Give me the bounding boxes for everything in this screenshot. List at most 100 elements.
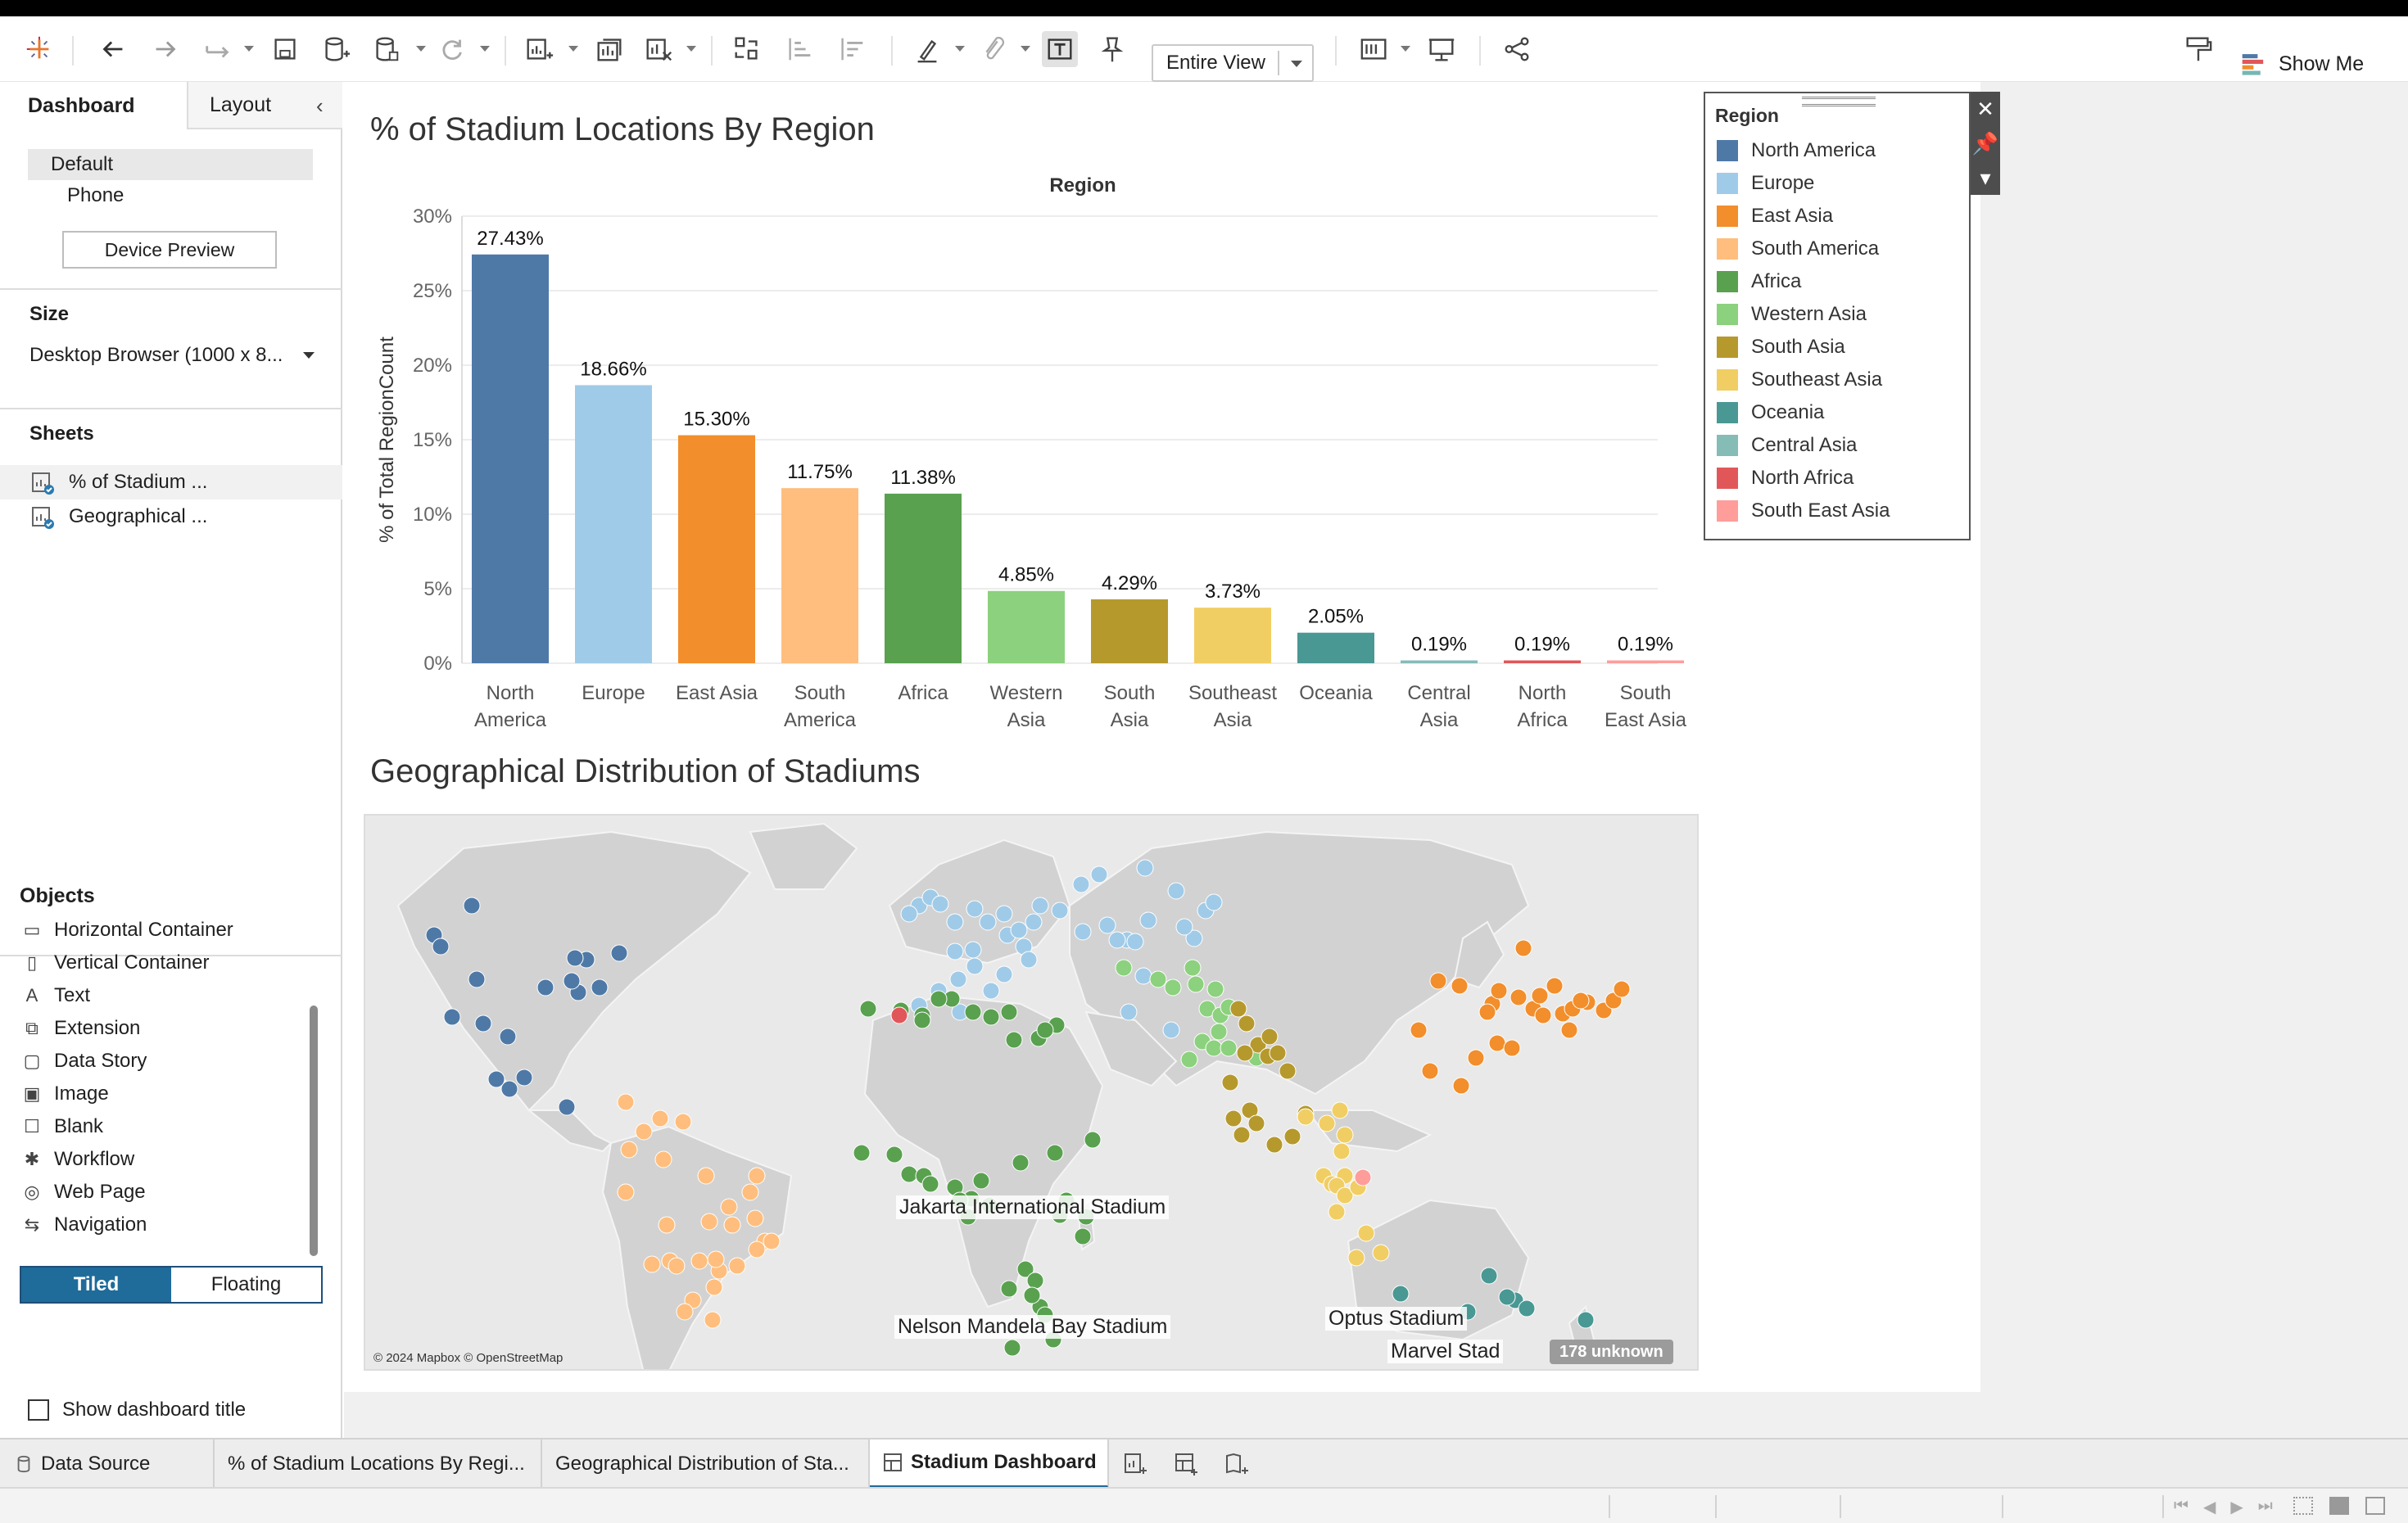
stadium-marker[interactable] bbox=[1180, 1051, 1198, 1069]
device-phone[interactable]: Phone bbox=[67, 184, 124, 206]
legend-item[interactable]: South America bbox=[1717, 233, 1890, 265]
stadium-marker[interactable] bbox=[1354, 1168, 1372, 1186]
stadium-marker[interactable] bbox=[1016, 1260, 1034, 1278]
stadium-marker[interactable] bbox=[1036, 1021, 1054, 1039]
stadium-marker[interactable] bbox=[1336, 1186, 1354, 1204]
stadium-marker[interactable] bbox=[1451, 977, 1469, 995]
stadium-marker[interactable] bbox=[1318, 1114, 1336, 1132]
chevron-left-icon[interactable]: ‹ bbox=[316, 93, 324, 118]
tabs-view-icon[interactable] bbox=[2365, 1497, 2385, 1515]
stadium-marker[interactable] bbox=[1503, 1039, 1521, 1057]
tiled-button[interactable]: Tiled bbox=[21, 1268, 171, 1302]
object-item[interactable]: ◎ Web Page bbox=[21, 1176, 316, 1209]
stadium-marker[interactable] bbox=[853, 1144, 871, 1162]
stadium-marker[interactable] bbox=[946, 913, 964, 931]
stadium-marker[interactable] bbox=[1003, 1339, 1021, 1357]
stadium-marker[interactable] bbox=[643, 1255, 661, 1273]
stadium-marker[interactable] bbox=[1531, 987, 1549, 1005]
next-sheet-icon[interactable]: ▶ bbox=[2230, 1498, 2243, 1516]
stadium-marker[interactable] bbox=[885, 1146, 903, 1164]
stadium-marker[interactable] bbox=[443, 1008, 461, 1026]
stadium-marker[interactable] bbox=[610, 944, 628, 962]
stadium-marker[interactable] bbox=[1510, 988, 1528, 1006]
save-icon[interactable] bbox=[267, 31, 303, 67]
tableau-logo-icon[interactable] bbox=[21, 31, 57, 67]
stadium-marker[interactable] bbox=[859, 1000, 877, 1018]
stadium-marker[interactable] bbox=[1205, 893, 1223, 911]
show-mark-labels-icon[interactable] bbox=[1042, 31, 1078, 67]
tab-geographical[interactable]: Geographical Distribution of Sta... bbox=[542, 1439, 870, 1489]
stadium-marker[interactable] bbox=[890, 1006, 908, 1024]
legend-drag-handle[interactable] bbox=[1802, 97, 1876, 106]
stadium-marker[interactable] bbox=[1000, 1280, 1018, 1298]
stadium-marker[interactable] bbox=[746, 1209, 764, 1227]
stadium-marker[interactable] bbox=[1185, 929, 1203, 947]
stadium-marker[interactable] bbox=[1421, 1062, 1439, 1080]
world-map[interactable]: Jakarta International Stadium Nelson Man… bbox=[364, 814, 1699, 1371]
stadium-marker[interactable] bbox=[705, 1278, 723, 1296]
region-legend[interactable]: Region North America Europe East Asia South… bbox=[1704, 92, 1971, 540]
sort-descending-icon[interactable] bbox=[834, 31, 870, 67]
unknown-locations-badge[interactable]: 178 unknown bbox=[1550, 1340, 1673, 1364]
stadium-marker[interactable] bbox=[704, 1311, 722, 1329]
stadium-marker[interactable] bbox=[620, 1141, 638, 1159]
new-worksheet-icon[interactable] bbox=[521, 31, 557, 67]
stadium-marker[interactable] bbox=[558, 1098, 576, 1116]
close-icon[interactable]: ✕ bbox=[1976, 96, 1994, 121]
stadium-marker[interactable] bbox=[728, 1257, 746, 1275]
stadium-marker[interactable] bbox=[563, 972, 581, 990]
tab-layout[interactable]: Layout bbox=[187, 82, 342, 129]
stadium-marker[interactable] bbox=[1136, 859, 1154, 877]
highlight-icon[interactable] bbox=[909, 31, 945, 67]
stadium-marker[interactable] bbox=[1149, 970, 1167, 988]
tab-data-source[interactable]: Data Source bbox=[0, 1439, 215, 1489]
stadium-marker[interactable] bbox=[536, 978, 554, 997]
stadium-marker[interactable] bbox=[463, 897, 481, 915]
stadium-marker[interactable] bbox=[1210, 1023, 1228, 1041]
stadium-marker[interactable] bbox=[1012, 1154, 1030, 1172]
new-dashboard-icon[interactable] bbox=[1173, 1451, 1199, 1477]
stadium-marker[interactable] bbox=[900, 905, 918, 923]
stadium-marker[interactable] bbox=[1074, 923, 1092, 941]
stadium-marker[interactable] bbox=[1490, 982, 1508, 1000]
stadium-marker[interactable] bbox=[1126, 933, 1144, 951]
stadium-marker[interactable] bbox=[468, 970, 486, 988]
stadium-marker[interactable] bbox=[931, 895, 949, 913]
forward-arrow-icon[interactable] bbox=[147, 31, 183, 67]
stadium-marker[interactable] bbox=[1297, 1108, 1315, 1126]
object-item[interactable]: ▢ Data Story bbox=[21, 1045, 316, 1078]
object-item[interactable]: ⧉ Extension bbox=[21, 1012, 316, 1045]
tab-percent-stadium[interactable]: % of Stadium Locations By Regi... bbox=[215, 1439, 542, 1489]
stadium-marker[interactable] bbox=[1072, 875, 1090, 893]
stadium-marker[interactable] bbox=[964, 1003, 982, 1021]
legend-item[interactable]: Oceania bbox=[1717, 396, 1890, 429]
objects-scrollbar[interactable] bbox=[310, 1006, 318, 1256]
stadium-marker[interactable] bbox=[949, 970, 967, 988]
stadium-marker[interactable] bbox=[697, 1167, 715, 1185]
stadium-marker[interactable] bbox=[913, 1011, 931, 1029]
stadium-marker[interactable] bbox=[995, 965, 1013, 983]
stadium-marker[interactable] bbox=[1560, 1021, 1578, 1039]
first-sheet-icon[interactable]: ⏮ bbox=[2174, 1497, 2188, 1515]
stadium-marker[interactable] bbox=[1269, 1044, 1287, 1062]
swap-rows-columns-icon[interactable] bbox=[729, 31, 765, 67]
stadium-marker[interactable] bbox=[979, 913, 997, 931]
legend-item[interactable]: Central Asia bbox=[1717, 429, 1890, 462]
stadium-marker[interactable] bbox=[1206, 980, 1224, 998]
chevron-down-icon[interactable]: ▾ bbox=[1980, 165, 1991, 190]
stadium-marker[interactable] bbox=[1221, 1073, 1239, 1091]
pin-icon[interactable]: 📌 bbox=[1971, 130, 1999, 156]
device-preview-button[interactable]: Device Preview bbox=[62, 231, 277, 269]
stadium-marker[interactable] bbox=[1577, 1311, 1595, 1329]
stadium-marker[interactable] bbox=[720, 1198, 738, 1216]
sheet-item-geographical[interactable]: Geographical ... bbox=[0, 499, 342, 534]
stadium-marker[interactable] bbox=[1261, 1028, 1279, 1046]
stadium-marker[interactable] bbox=[1184, 959, 1202, 977]
stadium-marker[interactable] bbox=[591, 978, 609, 997]
stadium-marker[interactable] bbox=[1233, 1126, 1251, 1144]
legend-item[interactable]: Southeast Asia bbox=[1717, 364, 1890, 396]
legend-item[interactable]: East Asia bbox=[1717, 200, 1890, 233]
stadium-marker[interactable] bbox=[635, 1123, 653, 1141]
stadium-marker[interactable] bbox=[1333, 1142, 1351, 1160]
size-select[interactable]: Desktop Browser (1000 x 8... bbox=[29, 341, 316, 370]
